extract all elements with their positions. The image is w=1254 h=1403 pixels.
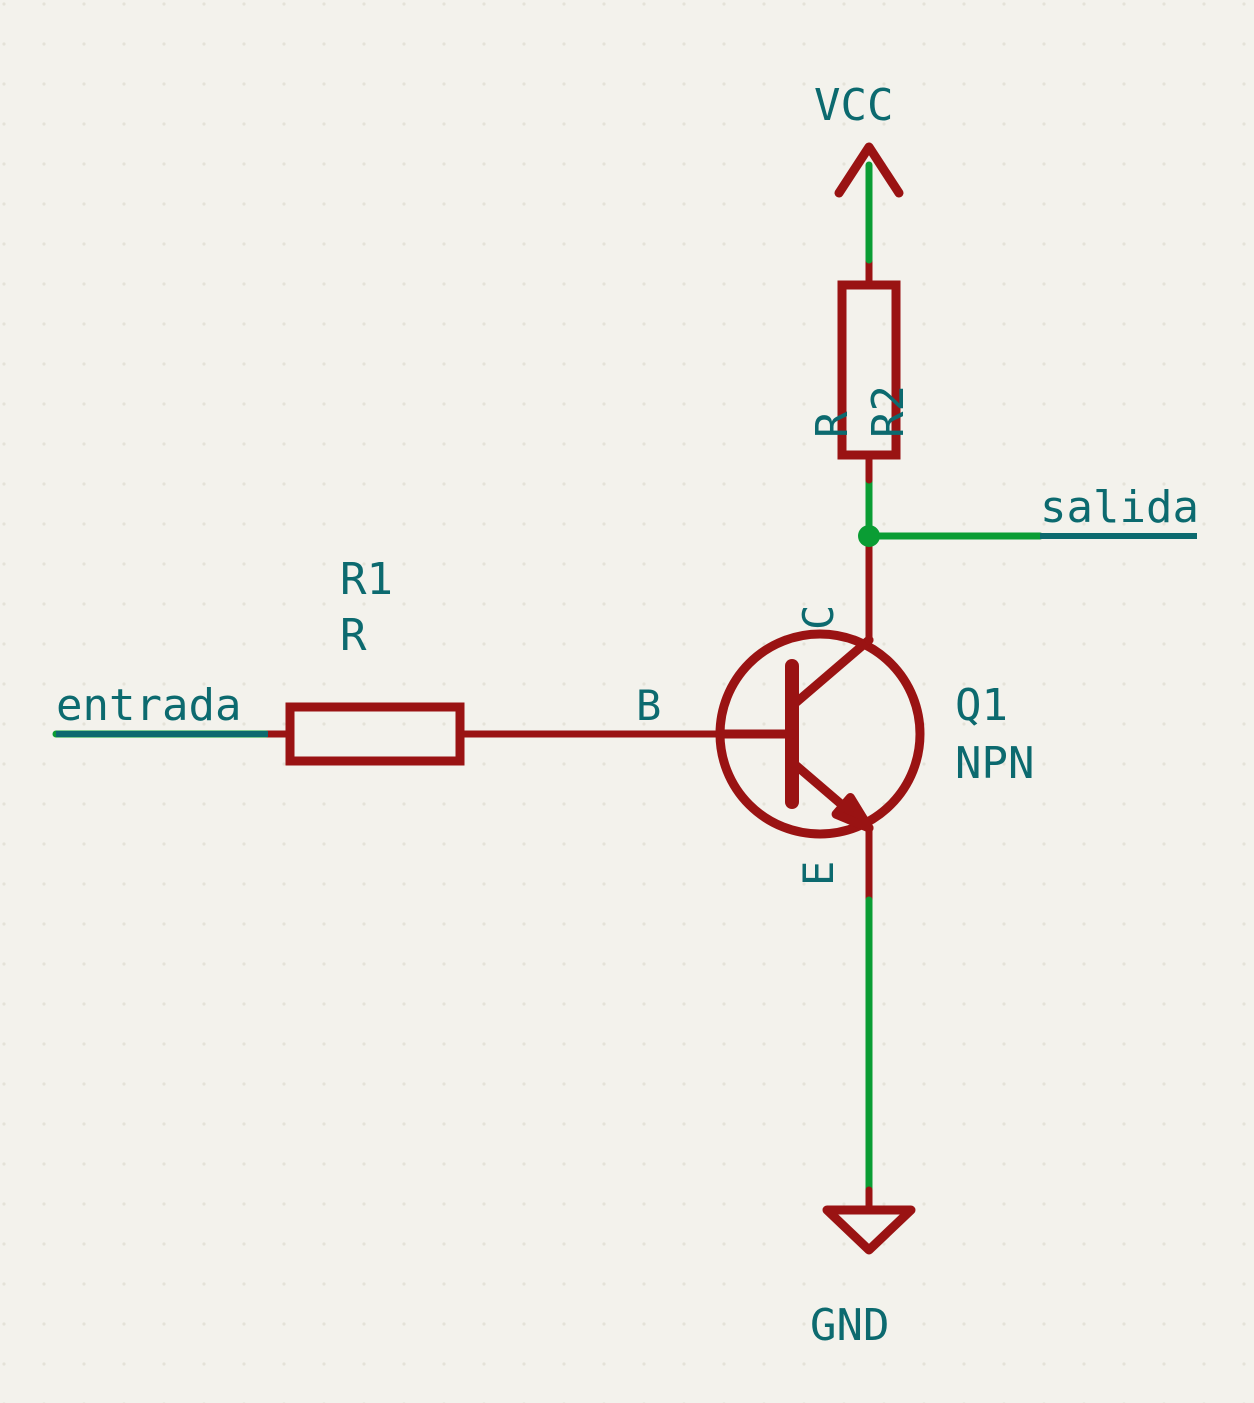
junction [858,525,880,547]
r2-ref: R2 [863,385,914,438]
q1-pin-c: C [794,605,843,630]
salida-label: salida [1040,482,1199,533]
q1-ref: Q1 [955,680,1008,731]
r1-value: R [340,610,367,661]
gnd-label: GND [810,1300,889,1351]
q1-pin-b: B [636,681,661,730]
q1-pin-e: E [794,861,843,886]
r1-ref: R1 [340,554,393,605]
vcc-label: VCC [814,80,893,131]
entrada-label: entrada [56,680,241,731]
r2-value: R [807,411,858,438]
q1-value: NPN [955,738,1034,789]
